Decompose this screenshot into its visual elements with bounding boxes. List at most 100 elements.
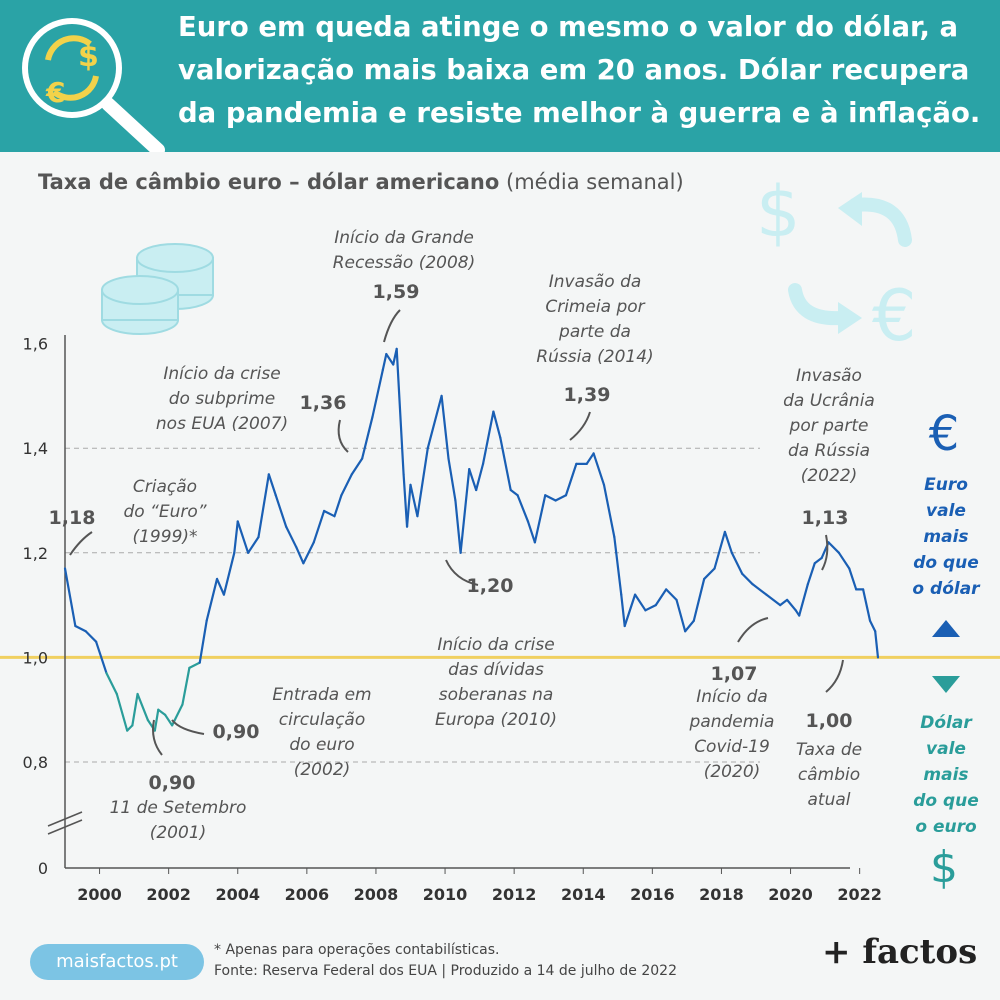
source-line: Fonte: Reserva Federal dos EUA | Produzi…: [214, 963, 677, 979]
side-labels: € Euro vale mais do que o dólar Dólar vale mais d…: [912, 406, 981, 893]
annotation-arrow: [152, 719, 163, 756]
annotation-value: 1,20: [467, 575, 514, 597]
series-segment: [395, 347, 405, 476]
annotation-value: 0,90: [149, 772, 196, 794]
x-tick-label: 2020: [768, 885, 813, 904]
annotation-value: 1,07: [711, 663, 758, 685]
y-tick-label: 0: [38, 859, 48, 878]
series-segment: [765, 593, 782, 607]
annotation-arrow: [737, 617, 769, 643]
brand-logo: + factos: [822, 932, 978, 972]
series-segment: [848, 567, 858, 591]
y-tick-label: 1,6: [23, 335, 48, 354]
series-segment: [526, 520, 536, 544]
annotation-text: Início da crise: [163, 364, 280, 384]
annotation-arrow: [69, 531, 93, 556]
series-segment: [115, 692, 129, 732]
dollar-symbol: $: [930, 842, 958, 893]
annotation-text: parte da: [558, 322, 631, 342]
series-segment: [813, 556, 823, 565]
series-segment: [350, 457, 364, 476]
x-tick-label: 2010: [423, 885, 468, 904]
annotation-text: Invasão da: [549, 272, 642, 292]
x-tick-label: 2016: [630, 885, 675, 904]
headline-line: da pandemia e resiste melhor à guerra e …: [178, 97, 981, 129]
series-segment: [94, 640, 108, 675]
svg-text:€: €: [45, 76, 65, 109]
annotation-text: do euro: [289, 735, 354, 755]
euro-label-line: Euro: [924, 475, 968, 495]
series-segment: [592, 452, 606, 486]
euro-label-line: mais: [923, 527, 968, 547]
series-segment: [798, 583, 809, 617]
series-segment: [874, 630, 880, 659]
series-segment: [181, 666, 191, 706]
annotation-text: da Rússia: [788, 441, 870, 461]
annotation-value: 1,00: [806, 710, 853, 732]
annotation-arrow: [337, 419, 349, 453]
annotation-value: 1,39: [564, 384, 611, 406]
annotation-value: 0,90: [213, 721, 260, 743]
series-segment: [806, 562, 816, 586]
y-tick-label: 1,0: [23, 648, 48, 667]
series-segment: [74, 624, 87, 633]
series-segment: [730, 551, 744, 575]
triangle-down-icon: [932, 676, 960, 693]
annotation-arrow: [569, 411, 591, 441]
annotation-text: soberanas na: [439, 685, 554, 705]
grid-lines: [0, 447, 1000, 763]
series-segment: [236, 520, 250, 554]
y-tick-label: 1,2: [23, 544, 48, 563]
x-tick-label: 2018: [699, 885, 744, 904]
annotation-text: (2022): [801, 466, 858, 486]
annotation-text: Recessão (2008): [333, 253, 476, 273]
series-segment: [751, 583, 768, 596]
annotation-text: Europa (2010): [435, 710, 557, 730]
series-segment: [723, 530, 733, 554]
series-segment: [585, 452, 595, 465]
series-segment: [481, 410, 495, 465]
annotation-text: Entrada em: [272, 685, 371, 705]
series-segment: [564, 462, 578, 497]
annotation-text: Crimeia por: [545, 297, 645, 317]
exchange-rate-chart: $ € 0 0,8 1,0 1,2 1,4 1,6 2000 2002 2004 2006 2008…: [0, 171, 1000, 904]
series-segment: [409, 483, 419, 518]
site-link[interactable]: maisfactos.pt: [30, 944, 204, 980]
annotations: 1,18 Criação do “Euro” (1999)* 0,90 11 de Set…: [49, 228, 875, 843]
series-segment: [222, 551, 236, 596]
series-segment: [126, 724, 134, 732]
euro-label-line: o dólar: [912, 579, 981, 599]
series-segment: [405, 483, 412, 528]
annotation-text: circulação: [279, 710, 366, 730]
series-segment: [447, 457, 457, 502]
series-segment: [164, 713, 174, 727]
series-segment: [361, 415, 374, 460]
series-segment: [675, 598, 687, 633]
series-segment: [713, 530, 727, 570]
footnote: * Apenas para operações contabilísticas.: [214, 942, 500, 958]
series-segment: [105, 671, 118, 696]
series-segment: [233, 520, 239, 554]
x-tick-label: 2012: [492, 885, 537, 904]
annotation-arrow: [825, 659, 844, 693]
series-segment: [703, 567, 716, 581]
annotation-text: Início da crise: [437, 635, 554, 655]
euro-label-line: vale: [926, 501, 966, 521]
headline: Euro em queda atinge o mesmo o valor do …: [178, 6, 990, 135]
axis-break: [47, 819, 83, 835]
series-segment: [492, 410, 502, 439]
series-segment: [516, 494, 530, 523]
series-segment: [868, 619, 877, 633]
series-segment: [665, 588, 678, 601]
series-segment: [499, 436, 512, 492]
annotation-text: das dívidas: [448, 660, 544, 680]
series-segment: [381, 352, 388, 371]
series: [63, 347, 880, 732]
euro-sign-icon: €: [872, 275, 917, 357]
series-segment: [215, 577, 226, 596]
dollar-label-line: mais: [923, 765, 968, 785]
series-segment: [371, 368, 384, 418]
dollar-label-line: do que: [913, 791, 979, 811]
dollar-label-line: Dólar: [920, 713, 973, 733]
series-segment: [475, 462, 485, 492]
